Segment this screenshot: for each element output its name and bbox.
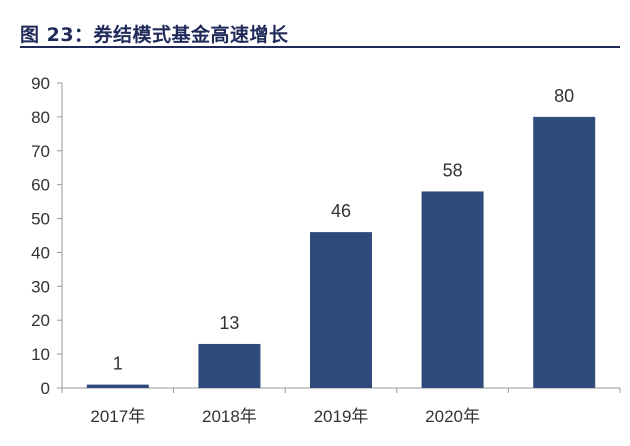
- y-tick-label: 20: [31, 311, 50, 330]
- data-label: 80: [554, 86, 574, 106]
- y-tick-label: 50: [31, 210, 50, 229]
- x-tick-label: 2018年: [202, 407, 257, 426]
- bar: [198, 343, 261, 388]
- y-tick-label: 70: [31, 142, 50, 161]
- data-label: 13: [219, 313, 239, 333]
- bar-chart-svg: 0 10 20 30 40 50 60 70 80 90 1 2017年 13 2018年 46 2019年 5…: [31, 74, 621, 426]
- y-tick-label: 80: [31, 108, 50, 127]
- data-label: 1: [113, 354, 123, 374]
- y-tick-label: 40: [31, 243, 50, 262]
- bar: [86, 384, 149, 388]
- bar: [421, 191, 484, 388]
- bar: [310, 232, 372, 388]
- bar: [533, 116, 596, 388]
- x-tick-label: 2020年: [425, 407, 480, 426]
- x-tick-label: 2019年: [314, 407, 369, 426]
- y-tick-label: 10: [31, 345, 50, 364]
- figure-header: 图 23：券结模式基金高速增长: [20, 14, 620, 48]
- y-tick-label: 90: [31, 74, 50, 93]
- y-tick-label: 60: [31, 176, 50, 195]
- y-tick-label: 30: [31, 277, 50, 296]
- figure-title: 图 23：券结模式基金高速增长: [20, 24, 289, 46]
- y-tick-label: 0: [41, 379, 50, 398]
- data-label: 58: [443, 160, 463, 180]
- data-label: 46: [331, 201, 351, 221]
- bar-chart: 0 10 20 30 40 50 60 70 80 90 1 2017年 13 2018年 46 2019年 5…: [0, 60, 630, 441]
- x-tick-label: 2017年: [90, 407, 145, 426]
